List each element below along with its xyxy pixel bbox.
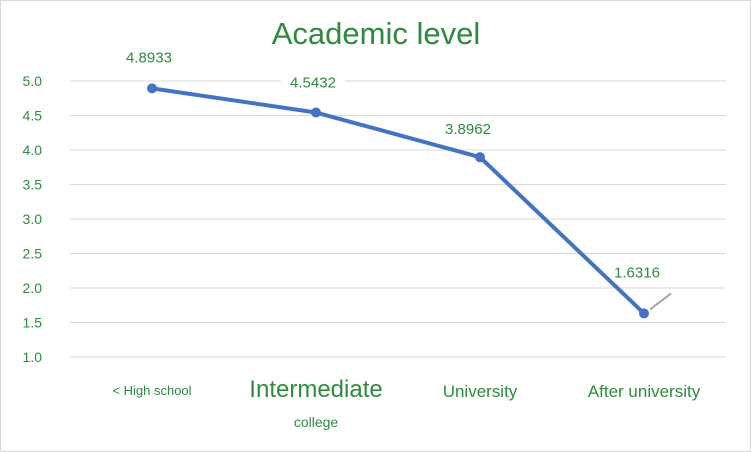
y-tick-label: 1.0 [23,349,43,365]
gridlines [70,80,726,358]
y-axis-ticks: 1.0 1.5 2.0 2.5 3.0 3.5 4.0 4.5 5.0 [23,73,43,365]
data-point [147,83,157,94]
y-tick-label: 1.5 [23,315,43,331]
data-point [311,107,321,118]
data-point [475,152,485,163]
x-tick-label: Intermediate [249,376,382,403]
x-axis-labels: < High school Intermediate college Universi… [112,376,700,430]
y-tick-label: 5.0 [23,73,43,89]
data-label: 4.5432 [290,75,336,92]
data-label: 4.8933 [126,49,172,66]
x-tick-sublabel: college [294,414,339,430]
chart-title: Academic level [272,16,480,51]
series-line-group [147,83,649,319]
leader-line [649,292,672,311]
y-tick-label: 4.0 [23,142,43,158]
data-labels: 4.8933 4.5432 3.8962 1.6316 [126,49,672,311]
y-tick-label: 3.5 [23,177,43,193]
x-tick-label: University [443,382,518,401]
data-point [639,308,649,319]
x-tick-label: After university [588,382,701,401]
data-label: 1.6316 [614,264,660,281]
data-label: 3.8962 [445,121,491,138]
data-label-bg [281,73,345,93]
y-tick-label: 4.5 [23,108,43,124]
y-tick-label: 3.0 [23,211,43,227]
series-line [151,86,646,315]
y-tick-label: 2.5 [23,246,43,262]
x-tick-label: < High school [112,383,191,398]
y-tick-label: 2.0 [23,280,43,296]
